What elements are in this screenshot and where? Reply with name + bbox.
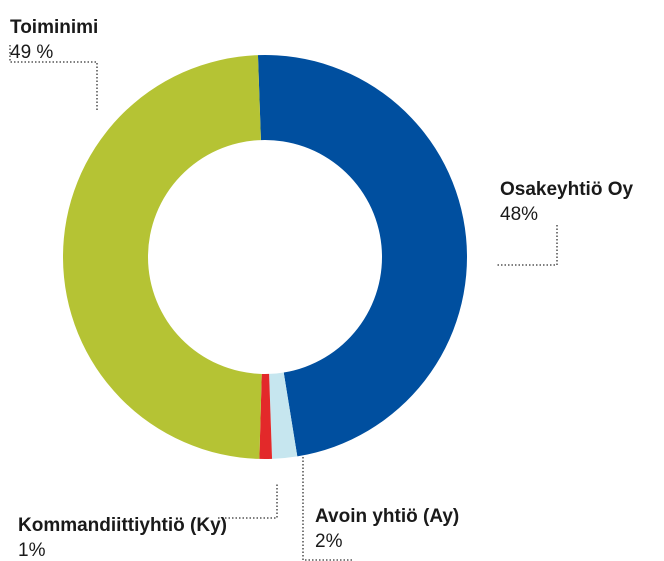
slice-label: Avoin yhtiö (Ay) xyxy=(315,506,459,527)
slice-label: Toiminimi xyxy=(10,17,98,38)
leader-lines xyxy=(9,45,558,561)
value-label: 48% xyxy=(500,204,538,225)
leader-line xyxy=(302,450,352,561)
donut-slice xyxy=(63,55,262,459)
slice-label: Kommandiittiyhtiö (Ky) xyxy=(18,515,227,536)
leader-line xyxy=(218,483,278,519)
leader-line xyxy=(497,225,558,266)
donut-slice xyxy=(269,372,298,459)
leader-line xyxy=(9,45,98,110)
value-label: 1% xyxy=(18,540,46,561)
slice-label: Osakeyhtiö Oy xyxy=(500,179,633,200)
value-label: 2% xyxy=(315,531,343,552)
value-label: 49 % xyxy=(10,42,53,63)
donut-slice xyxy=(257,55,468,457)
donut-slice xyxy=(259,373,273,459)
